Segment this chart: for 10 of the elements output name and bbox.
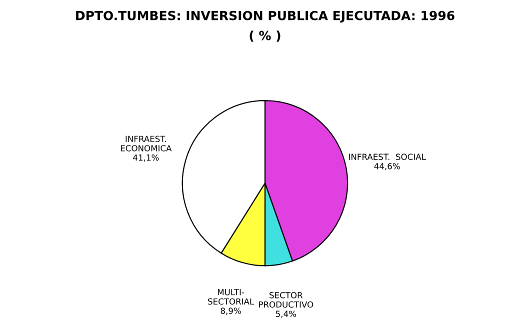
slice-label: INFRAEST. ECONOMICA bbox=[120, 136, 172, 152]
slice-label: SECTOR PRODUCTIVO bbox=[259, 292, 314, 308]
chart-subtitle: ( % ) bbox=[250, 30, 280, 42]
data-label: 41,1% bbox=[133, 154, 159, 162]
data-label: 8,9% bbox=[220, 308, 241, 315]
data-label: 44,6% bbox=[374, 163, 400, 170]
chart-title: DPTO.TUMBES: INVERSION PUBLICA EJECUTADA: 1996 bbox=[76, 10, 454, 23]
slice-label: MULTI- SECTORIAL bbox=[208, 289, 254, 305]
data-label: 5,4% bbox=[276, 310, 296, 318]
slice-label: INFRAEST. SOCIAL bbox=[349, 154, 426, 160]
